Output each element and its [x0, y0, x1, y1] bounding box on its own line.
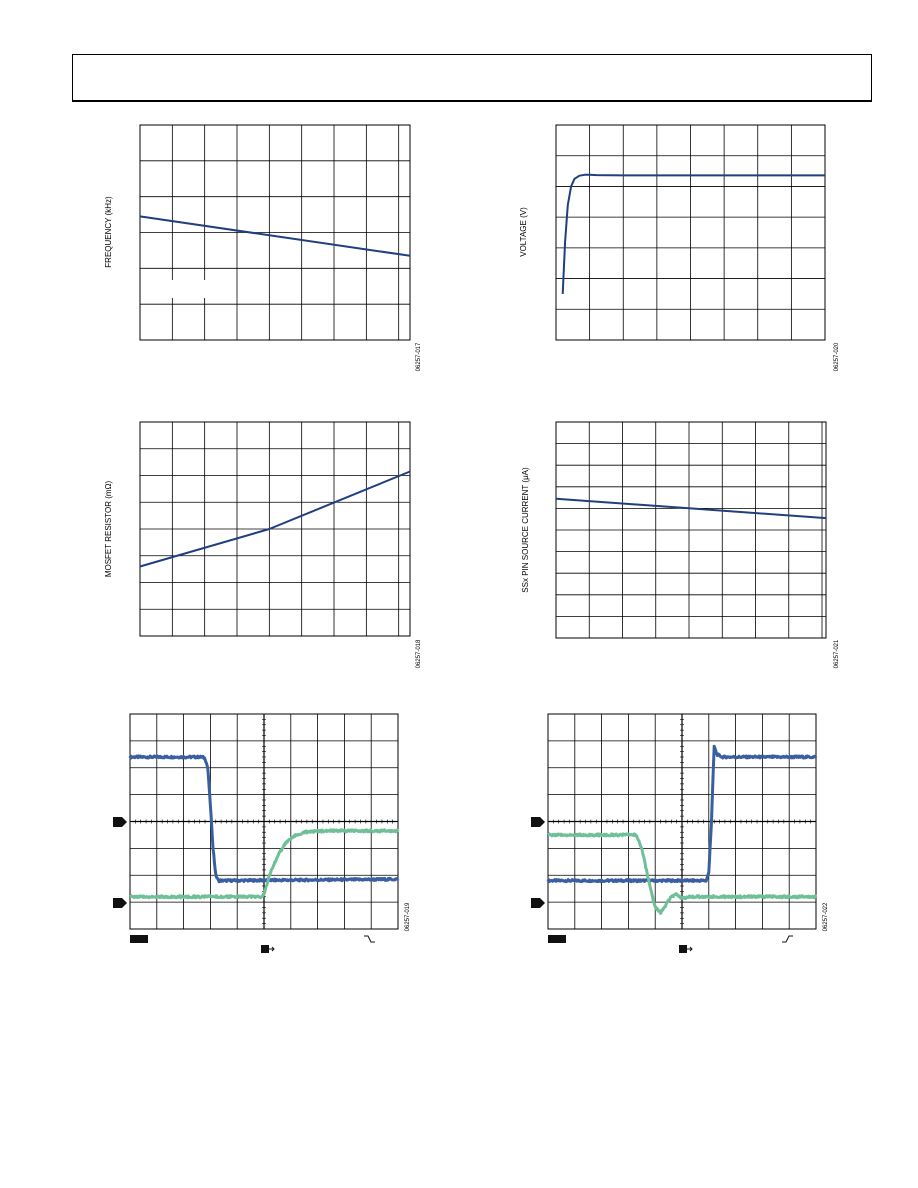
channel-badge [548, 935, 566, 943]
figure-id: 06257-018 [416, 639, 422, 668]
series-line [555, 497, 827, 520]
series-trace-1 [546, 744, 818, 884]
series-line [139, 470, 411, 568]
ch2-marker-icon [113, 898, 127, 908]
ch1-marker-icon [113, 817, 127, 827]
series-trace-1 [128, 754, 400, 884]
rising-edge-icon [782, 935, 793, 943]
chart-series [546, 744, 818, 915]
chart-grid [555, 421, 827, 639]
legend-blank-box [170, 280, 208, 298]
chart-series [555, 497, 827, 520]
series-trace-2 [547, 832, 818, 915]
y-axis-label: SSx PIN SOURCE CURRENT (μA) [521, 467, 530, 593]
trigger-position-icon [679, 945, 687, 953]
chart-series [561, 173, 825, 294]
trigger-arrow-icon [687, 946, 693, 952]
series-trace-2 [129, 828, 400, 900]
plot-frame [555, 124, 826, 341]
y-axis-label: VOLTAGE (V) [519, 207, 528, 257]
series-line [139, 215, 411, 257]
y-axis-label: MOSFET RESISTOR (mΩ) [104, 480, 113, 577]
plot-frame [139, 124, 411, 341]
chart-grid [139, 421, 411, 637]
series-line [561, 173, 825, 294]
chart-grid [139, 124, 411, 341]
chart-series [128, 754, 400, 900]
plot-frame [139, 421, 411, 637]
figure-id: 06257-019 [405, 902, 411, 931]
figure-id: 06257-022 [823, 902, 829, 931]
figure-id: 06257-017 [416, 342, 422, 371]
trigger-arrow-icon [269, 946, 275, 952]
ch1-marker-icon [531, 817, 545, 827]
y-axis-label: FREQUENCY (kHz) [104, 196, 113, 268]
ch2-marker-icon [531, 898, 545, 908]
chart-grid [555, 124, 826, 341]
plot-frame [129, 713, 399, 930]
figure-id: 06257-020 [834, 342, 840, 371]
falling-edge-icon [364, 935, 375, 943]
page-header-frame [72, 54, 872, 102]
chart-series [139, 470, 411, 568]
chart-series [139, 215, 411, 257]
trigger-position-icon [261, 945, 269, 953]
channel-badge [130, 935, 148, 943]
chart-grid [547, 713, 817, 930]
figure-id: 06257-021 [834, 639, 840, 668]
plot-frame [547, 713, 817, 930]
plot-frame [555, 421, 827, 639]
